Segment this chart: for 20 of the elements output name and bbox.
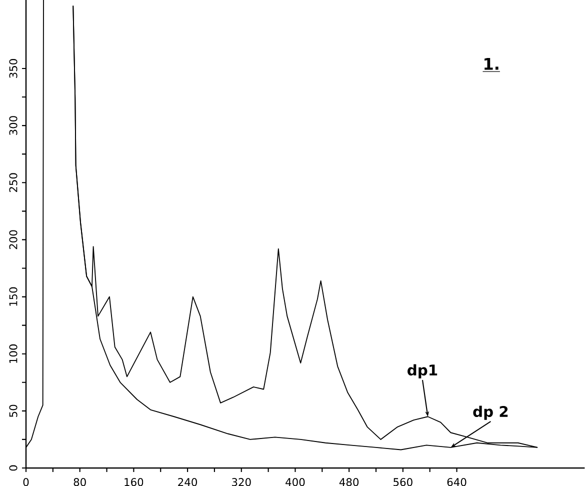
y-tick-label: 250 — [9, 173, 18, 192]
annotation: dp1 — [408, 364, 438, 378]
x-tick-label: 480 — [339, 478, 359, 486]
annotation: dp 2 — [473, 406, 508, 420]
annotation: 1. — [484, 58, 498, 70]
y-tick-label: 50 — [9, 404, 18, 417]
x-tick-label: 160 — [124, 478, 144, 486]
x-tick-label: 640 — [447, 478, 466, 486]
x-tick-label: 80 — [74, 478, 86, 486]
x-tick-label: 240 — [178, 478, 198, 486]
y-tick-label: 150 — [9, 287, 18, 306]
x-tick-label: 0 — [23, 478, 29, 486]
y-tick-label: 350 — [9, 59, 18, 78]
x-tick-label: 400 — [286, 478, 305, 486]
y-tick-label: 300 — [9, 116, 18, 135]
x-tick-label: 320 — [232, 478, 251, 486]
x-tick-label: 560 — [394, 478, 412, 486]
y-tick-label: 200 — [9, 230, 18, 250]
y-tick-label: 0 — [9, 465, 18, 471]
y-tick-label: 100 — [9, 344, 18, 363]
